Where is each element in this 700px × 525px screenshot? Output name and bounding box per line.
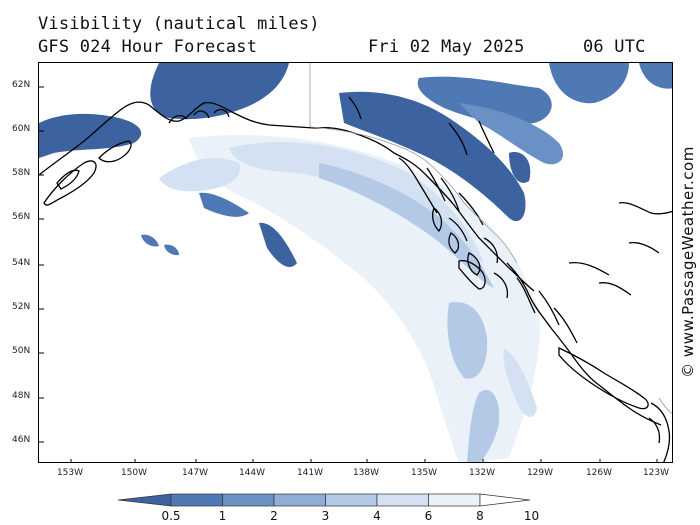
fog-area-mid (319, 163, 494, 288)
latitude-label: 54N (12, 258, 31, 268)
latitude-label: 58N (12, 168, 31, 178)
latitude-label: 46N (12, 435, 31, 445)
fog-area-mid (447, 302, 488, 379)
political-borders (309, 63, 672, 415)
site-watermark: © www.PassageWeather.com (679, 146, 697, 378)
legend-label: 6 (424, 509, 433, 523)
fog-area-dense (417, 76, 552, 125)
fog-area-mid (503, 348, 537, 418)
longitude-label: 126W (585, 468, 613, 478)
legend-label: 10 (523, 509, 540, 523)
fog-area-mid (229, 142, 484, 263)
longitude-label: 144W (238, 468, 266, 478)
forecast-date: Fri 02 May 2025 (368, 37, 525, 57)
visibility-map (39, 63, 672, 462)
latitude-label: 48N (12, 391, 31, 401)
longitude-label: 123W (642, 468, 670, 478)
latitude-label: 50N (12, 346, 31, 356)
legend-label: 8 (476, 509, 484, 523)
latitude-label: 56N (12, 212, 31, 222)
fog-area-dense (509, 152, 531, 183)
longitude-label: 153W (56, 468, 84, 478)
longitude-label: 141W (296, 468, 324, 478)
forecast-time: 06 UTC (583, 37, 646, 57)
fog-area-light (159, 158, 240, 192)
forecast-label: GFS 024 Hour Forecast (38, 37, 258, 57)
fog-area-dense (141, 234, 159, 247)
fog-area-dense (339, 91, 526, 222)
legend-arrow-right (479, 493, 531, 507)
longitude-label: 132W (468, 468, 496, 478)
legend-swatch (376, 493, 429, 507)
legend-label: 2 (270, 509, 278, 523)
legend-label: 1 (218, 509, 227, 523)
legend-swatch (222, 493, 275, 507)
latitude-label: 52N (12, 302, 31, 312)
fog-area-dense (199, 192, 249, 217)
legend-swatch (273, 493, 326, 507)
fog-area-mid (459, 103, 564, 165)
legend-label: 4 (373, 509, 381, 523)
longitude-label: 135W (410, 468, 438, 478)
visibility-field (39, 63, 672, 462)
fog-area-dense (549, 63, 629, 104)
fog-area-mid (467, 389, 500, 462)
fog-area-dense (259, 222, 297, 268)
fog-area-dense (150, 63, 289, 120)
latitude-label: 62N (12, 80, 31, 90)
longitude-label: 129W (526, 468, 554, 478)
longitude-label: 147W (181, 468, 209, 478)
legend-arrow-left (117, 493, 172, 507)
legend-label: 3 (321, 509, 330, 523)
visibility-legend-bar (117, 493, 531, 507)
legend-swatch (170, 493, 223, 507)
legend-swatch (325, 493, 378, 507)
legend-label: 0.5 (161, 509, 181, 523)
fog-area-dense (164, 244, 179, 256)
longitude-label: 150W (120, 468, 148, 478)
map-panel (38, 62, 673, 463)
longitude-label: 138W (352, 468, 380, 478)
chart-title: Visibility (nautical miles) (38, 14, 320, 34)
fog-area-dense (639, 63, 672, 89)
axis-ticks (39, 86, 658, 462)
latitude-label: 60N (12, 124, 31, 134)
coastline (39, 96, 672, 462)
legend-swatch (428, 493, 481, 507)
